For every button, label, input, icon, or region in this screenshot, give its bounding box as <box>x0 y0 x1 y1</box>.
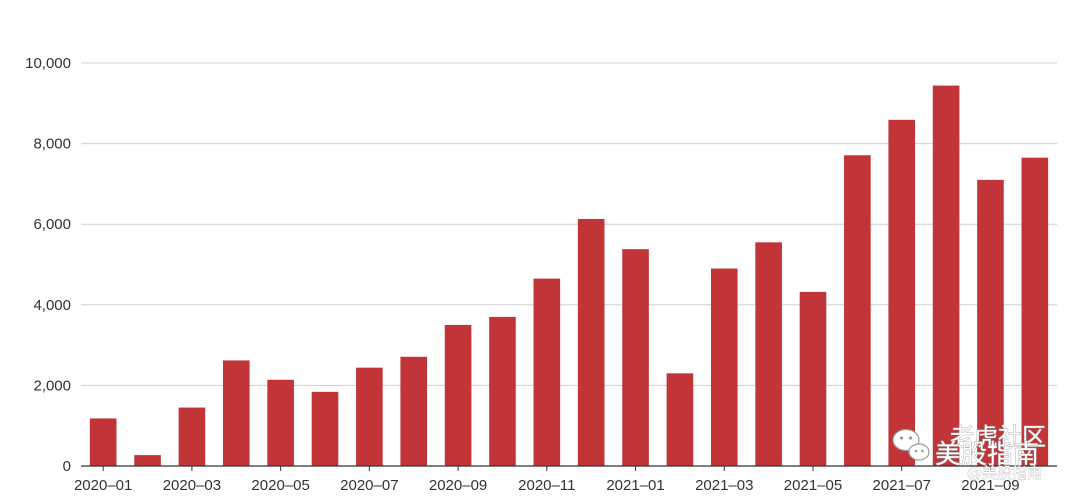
bar-2020-04 <box>222 360 250 466</box>
bar-2020-06 <box>311 391 339 466</box>
bar-2021-01 <box>622 249 649 466</box>
bar-2020-02 <box>134 455 161 466</box>
bar-2021-05 <box>799 291 827 466</box>
watermark-handle: @美股指南 <box>967 464 1042 482</box>
y-tick-label: 6,000 <box>33 216 71 233</box>
x-axis-ticks: 2020–01 2020–03 2020–05 2020–07 2020–09 2020–… <box>74 466 1020 494</box>
watermark-line2: 美股指南 <box>935 440 1039 470</box>
y-axis-ticks: 0 2,000 4,000 6,000 8,000 10,000 <box>25 55 71 475</box>
bar-2020-03 <box>178 407 206 466</box>
x-tick-label: 2021–03 <box>695 477 753 494</box>
x-tick-label: 2021–05 <box>784 477 842 494</box>
y-tick-label: 4,000 <box>33 297 71 314</box>
bar-2021-06 <box>844 155 871 467</box>
bar-2020-10 <box>489 316 516 466</box>
x-tick-label: 2020–09 <box>429 477 487 494</box>
bar-2021-03 <box>710 268 738 466</box>
bar-2020-09 <box>444 324 472 466</box>
bar-2020-01 <box>89 418 117 466</box>
x-tick-label: 2020–07 <box>340 477 398 494</box>
bar-2021-07 <box>888 119 916 466</box>
y-tick-label: 8,000 <box>33 136 71 153</box>
watermark-line1: 老虎社区 <box>950 423 1046 451</box>
x-tick-label: 2021–07 <box>873 477 931 494</box>
bar-2020-11 <box>533 278 561 466</box>
y-tick-label: 2,000 <box>33 377 71 394</box>
bar-2021-02 <box>666 373 694 466</box>
x-tick-label: 2021–01 <box>606 477 664 494</box>
x-tick-label: 2020–11 <box>518 477 575 494</box>
bar-2020-12 <box>577 218 605 466</box>
watermark: 老虎社区 美股指南 @美股指南 <box>892 423 1046 482</box>
bar-2021-09 <box>977 179 1004 466</box>
bar-2020-07 <box>356 367 383 466</box>
x-tick-label: 2020–05 <box>251 477 309 494</box>
bars <box>89 85 1049 467</box>
bar-2021-10 <box>1021 157 1049 466</box>
x-tick-label: 2021–09 <box>961 477 1019 494</box>
bar-2021-04 <box>755 242 782 466</box>
y-tick-label: 0 <box>63 458 71 475</box>
y-tick-label: 10,000 <box>25 55 71 72</box>
bar-2020-08 <box>400 356 428 466</box>
bar-2021-08 <box>932 85 960 467</box>
bar-2020-05 <box>267 379 294 466</box>
x-tick-label: 2020–01 <box>74 477 132 494</box>
x-tick-label: 2020–03 <box>163 477 221 494</box>
wechat-icon <box>892 428 930 461</box>
